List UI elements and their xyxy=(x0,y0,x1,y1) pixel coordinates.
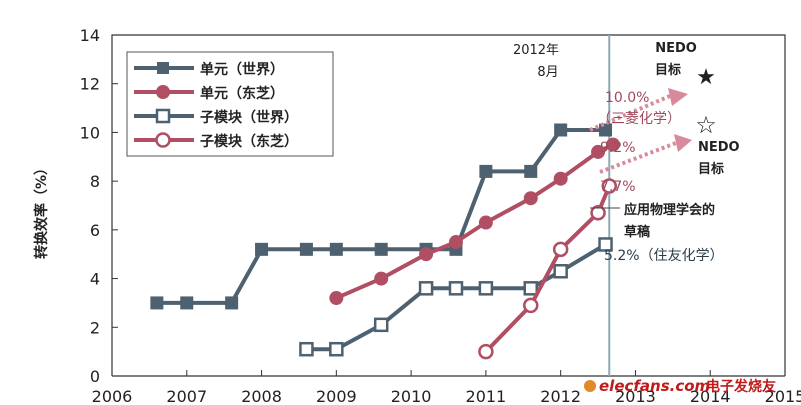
x-tick-label: 2011 xyxy=(466,387,507,405)
nedo-top-label-target: 目标 xyxy=(655,62,681,78)
x-tick-label: 2009 xyxy=(316,387,357,405)
data-point xyxy=(299,242,313,256)
plot-frame xyxy=(111,34,786,376)
data-point xyxy=(225,296,239,310)
data-point xyxy=(418,281,434,296)
data-point xyxy=(374,271,389,286)
data-point xyxy=(601,178,618,194)
arrow-head-upper-icon xyxy=(668,88,688,106)
data-point xyxy=(150,296,164,310)
nedo-filled-star-icon: ★ xyxy=(696,65,716,90)
data-point xyxy=(299,341,314,357)
target-mitsubishi: （三菱化学） xyxy=(597,111,681,127)
y-tick-label: 8 xyxy=(90,172,100,191)
data-point xyxy=(255,242,269,256)
plot-area: 0 2 4 6 8 10 12 14 2006 2007 2008 2009 2010 2011 2012 2… xyxy=(80,26,801,405)
x-tick-label: 2007 xyxy=(166,387,207,405)
legend-label-submodule-toshiba: 子模块（东芝） xyxy=(200,133,298,150)
y-tick-label: 2 xyxy=(90,318,100,337)
y-tick-label: 4 xyxy=(90,270,100,289)
data-point xyxy=(524,164,538,178)
data-point xyxy=(478,343,494,360)
data-point xyxy=(419,247,434,262)
data-point xyxy=(478,215,493,230)
data-point xyxy=(591,144,606,159)
data-point xyxy=(374,242,388,256)
x-tick-label: 2013 xyxy=(615,387,656,405)
data-point xyxy=(448,281,464,296)
jsap-label: 应用物理学会的 xyxy=(624,202,715,218)
data-point xyxy=(552,241,569,258)
x-tick-label: 2012 xyxy=(540,387,581,405)
data-point xyxy=(606,137,621,152)
y-tick-label: 6 xyxy=(90,221,100,240)
y-tick-label: 12 xyxy=(80,75,100,94)
data-point xyxy=(553,171,568,186)
x-tick-label: 2015 xyxy=(765,387,801,405)
data-point xyxy=(554,123,568,137)
data-point xyxy=(478,281,494,296)
y-tick-label: 0 xyxy=(90,367,100,386)
x-tick-label: 2006 xyxy=(92,387,133,405)
legend-item-submodule-world: 子模块（世界） xyxy=(134,108,298,126)
y-axis-label: 转换效率（%） xyxy=(33,161,50,259)
data-point xyxy=(180,296,194,310)
y-tick-label: 10 xyxy=(80,123,100,142)
target-10pct: 10.0% xyxy=(605,90,649,106)
nedo-right-label: NEDO xyxy=(698,140,740,155)
legend-label-cell-world: 单元（世界） xyxy=(200,61,284,78)
legend-item-submodule-toshiba: 子模块（东芝） xyxy=(134,132,298,150)
watermark: elecfans.com 电子发烧友 xyxy=(584,377,776,395)
nedo-open-star-icon: ☆ xyxy=(695,111,717,139)
data-point xyxy=(329,291,344,306)
data-point xyxy=(523,297,539,314)
x-tick-label: 2014 xyxy=(690,387,731,405)
sumitomo-label: 5.2%（住友化学） xyxy=(604,248,724,264)
data-point xyxy=(373,317,389,333)
target-arrow-lower xyxy=(599,141,677,174)
jsap-label-draft: 草稿 xyxy=(624,224,650,240)
data-point xyxy=(329,341,344,357)
nedo-top-label: NEDO xyxy=(655,41,697,56)
legend-label-cell-toshiba: 单元（东芝） xyxy=(200,85,284,102)
data-point xyxy=(523,281,539,296)
data-point xyxy=(553,264,568,279)
series-line-2 xyxy=(306,242,607,352)
date-label-month: 8月 xyxy=(537,65,558,80)
data-point xyxy=(479,164,493,178)
nedo-right-label-target: 目标 xyxy=(698,161,724,177)
legend: 单元（世界） 单元（东芝） 子模块（世界） 子模块（东芝） xyxy=(126,51,334,157)
data-point xyxy=(448,235,463,250)
y-tick-label: 14 xyxy=(80,26,100,45)
target-7-7pct: 7.7% xyxy=(600,179,636,195)
legend-item-cell-toshiba: 单元（东芝） xyxy=(134,85,284,102)
watermark-site: elecfans.com xyxy=(599,377,710,395)
x-tick-label: 2008 xyxy=(241,387,282,405)
arrow-head-lower-icon xyxy=(674,134,692,152)
annotations: 2012年 8月 NEDO 目标 ★ ☆ NEDO 目标 10.0% （三菱化学… xyxy=(513,41,740,264)
watermark-cn: 电子发烧友 xyxy=(706,378,776,395)
x-tick-label: 2010 xyxy=(391,387,432,405)
target-arrow-upper xyxy=(589,94,671,132)
date-label-year: 2012年 xyxy=(513,43,559,58)
legend-label-submodule-world: 子模块（世界） xyxy=(200,109,298,126)
legend-item-cell-world: 单元（世界） xyxy=(134,61,284,78)
data-point xyxy=(590,205,606,221)
data-point xyxy=(329,242,343,256)
data-point xyxy=(598,237,613,252)
data-point xyxy=(523,191,538,206)
target-9-2pct: 9.2% xyxy=(600,140,636,156)
